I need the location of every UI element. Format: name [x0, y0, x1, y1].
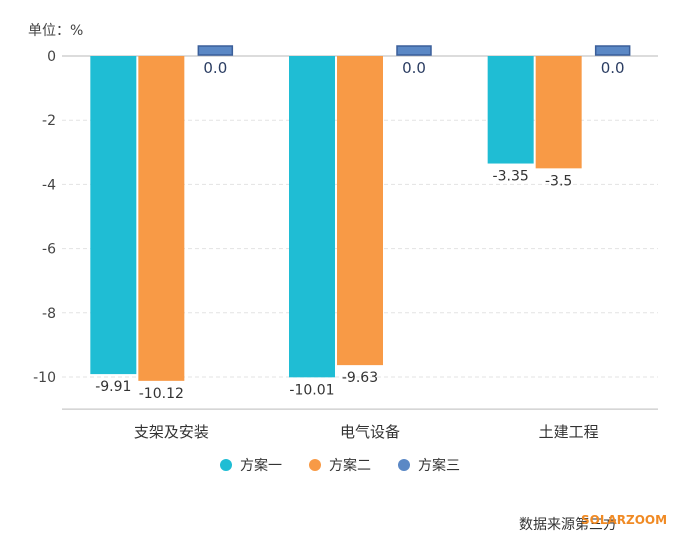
- legend-item[interactable]: 方案一: [220, 457, 282, 474]
- x-axis: 支架及安装 电气设备 土建工程: [134, 423, 599, 441]
- data-label: -3.5: [545, 173, 572, 189]
- bar[interactable]: [396, 45, 432, 56]
- bars-layer: [90, 45, 631, 381]
- legend-label: 方案二: [329, 457, 371, 474]
- category-label: 支架及安装: [134, 423, 209, 441]
- data-label: -9.63: [342, 370, 378, 386]
- data-label: -10.01: [289, 382, 334, 398]
- data-label: -3.35: [493, 169, 529, 185]
- legend[interactable]: 方案一 方案二 方案三: [220, 457, 460, 474]
- y-tick-label: 0: [47, 49, 56, 65]
- legend-label: 方案一: [240, 457, 282, 474]
- data-labels-layer: -9.91 -10.12 0.0 -10.01 -9.63 0.0 -3.35 -3.5 0.0: [95, 59, 624, 402]
- bar[interactable]: [289, 56, 335, 378]
- bar[interactable]: [138, 56, 185, 381]
- legend-label: 方案三: [418, 457, 460, 474]
- data-label: -9.91: [95, 379, 131, 395]
- y-tick-label: -4: [42, 177, 56, 193]
- data-label: 0.0: [601, 59, 625, 77]
- watermark-logo: SOLARZOOM: [581, 513, 667, 527]
- data-label: 0.0: [203, 59, 227, 77]
- data-label: -10.12: [139, 386, 184, 402]
- legend-swatch: [220, 459, 232, 471]
- bar[interactable]: [535, 56, 582, 169]
- bar[interactable]: [197, 45, 234, 56]
- bar[interactable]: [90, 56, 137, 375]
- data-label: 0.0: [402, 59, 426, 77]
- legend-item[interactable]: 方案二: [309, 457, 371, 474]
- y-tick-label: -2: [42, 113, 56, 129]
- unit-label: 单位：%: [28, 23, 83, 39]
- source-note: 数据来源第三方: [519, 516, 617, 533]
- legend-item[interactable]: 方案三: [398, 457, 460, 474]
- bar[interactable]: [487, 56, 534, 164]
- category-label: 电气设备: [340, 423, 400, 441]
- bar[interactable]: [337, 56, 383, 366]
- legend-swatch: [309, 459, 321, 471]
- y-tick-label: -8: [42, 306, 56, 322]
- legend-swatch: [398, 459, 410, 471]
- category-label: 土建工程: [539, 423, 599, 441]
- bar[interactable]: [594, 45, 631, 56]
- y-tick-label: -6: [42, 242, 56, 258]
- y-tick-label: -10: [33, 370, 56, 386]
